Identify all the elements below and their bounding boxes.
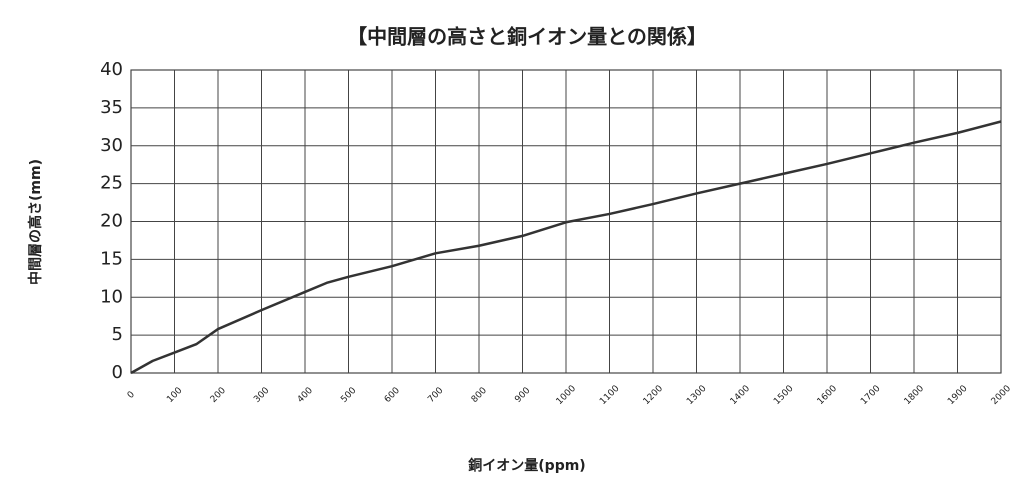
y-tick-label: 30 — [100, 135, 123, 156]
y-tick-label: 5 — [112, 324, 123, 345]
x-tick-label: 1000 — [555, 384, 578, 407]
y-tick-label: 10 — [100, 286, 123, 307]
x-tick-label: 100 — [165, 386, 184, 405]
x-tick-label: 1800 — [903, 384, 926, 407]
data-line — [130, 120, 1002, 375]
x-tick-label: 2000 — [990, 384, 1013, 407]
x-tick-label: 600 — [383, 386, 402, 405]
x-tick-label: 500 — [339, 386, 358, 405]
x-tick-label: 1600 — [816, 384, 839, 407]
y-tick-label: 40 — [100, 59, 123, 80]
y-tick-label: 15 — [100, 248, 123, 269]
x-tick-label: 1400 — [729, 384, 752, 407]
x-axis-title: 銅イオン量(ppm) — [468, 457, 585, 474]
x-tick-label: 1100 — [598, 384, 621, 407]
x-tick-label: 1500 — [772, 384, 795, 407]
y-tick-label: 20 — [100, 211, 123, 232]
x-tick-label: 1900 — [946, 384, 969, 407]
y-tick-label: 25 — [100, 173, 123, 194]
y-tick-label: 35 — [100, 97, 123, 118]
x-tick-label: 400 — [296, 386, 315, 405]
y-tick-label: 0 — [112, 362, 123, 383]
x-tick-label: 900 — [513, 386, 532, 405]
y-axis-title: 中間層の高さ(mm) — [27, 159, 44, 285]
x-tick-label: 800 — [470, 386, 489, 405]
x-tick-label: 1700 — [859, 384, 882, 407]
x-tick-label: 1300 — [685, 384, 708, 407]
x-tick-label: 300 — [252, 386, 271, 405]
x-tick-label: 1200 — [642, 384, 665, 407]
x-tick-label: 700 — [426, 386, 445, 405]
x-tick-label: 200 — [209, 386, 228, 405]
x-tick-label: 0 — [126, 390, 137, 401]
chart-title: 【中間層の高さと銅イオン量との関係】 — [347, 25, 707, 49]
